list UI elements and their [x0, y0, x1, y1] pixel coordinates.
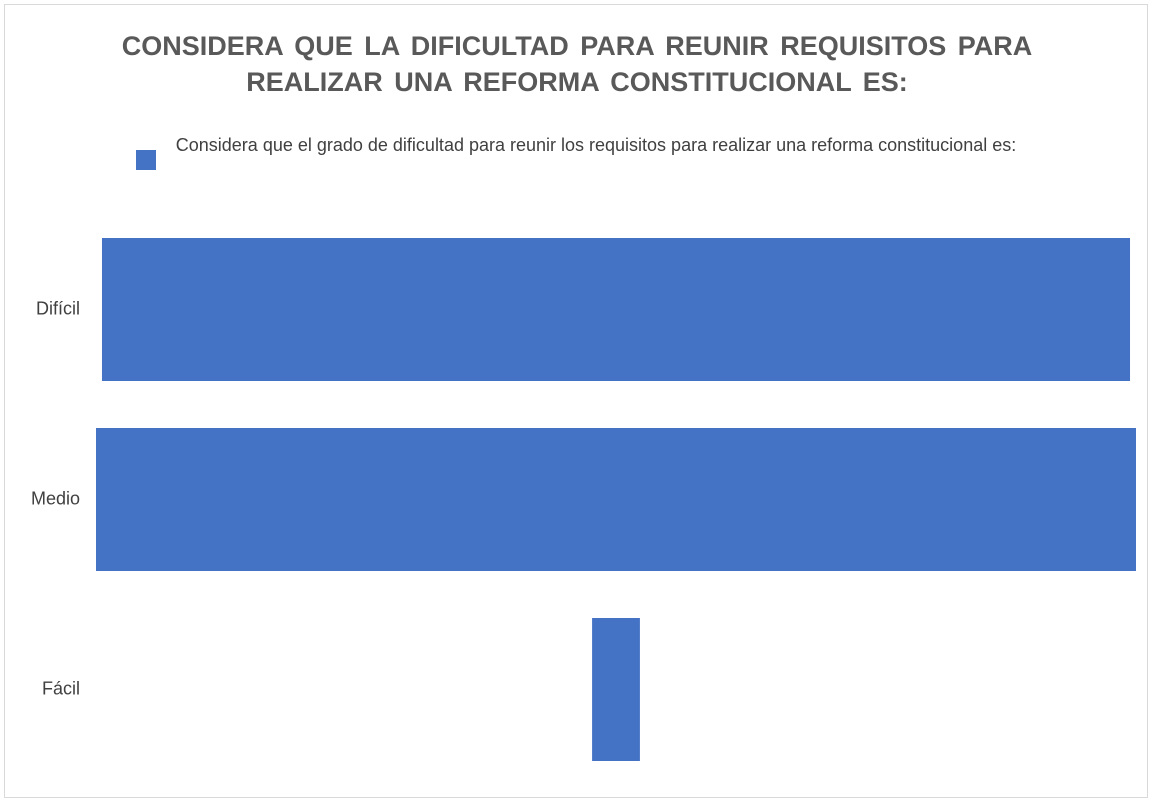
category-label: Medio [31, 488, 80, 508]
legend-swatch [136, 150, 156, 170]
chart-border [4, 4, 1148, 798]
bar [101, 238, 1131, 381]
category-label: Difícil [36, 298, 80, 318]
legend-label: Considera que el grado de dificultad par… [175, 135, 1017, 155]
chart-title: CONSIDERA QUE LA DIFICULTAD PARA REUNIR … [121, 31, 1033, 97]
bar [96, 428, 1136, 571]
bar [592, 618, 640, 761]
category-label: Fácil [42, 678, 80, 698]
